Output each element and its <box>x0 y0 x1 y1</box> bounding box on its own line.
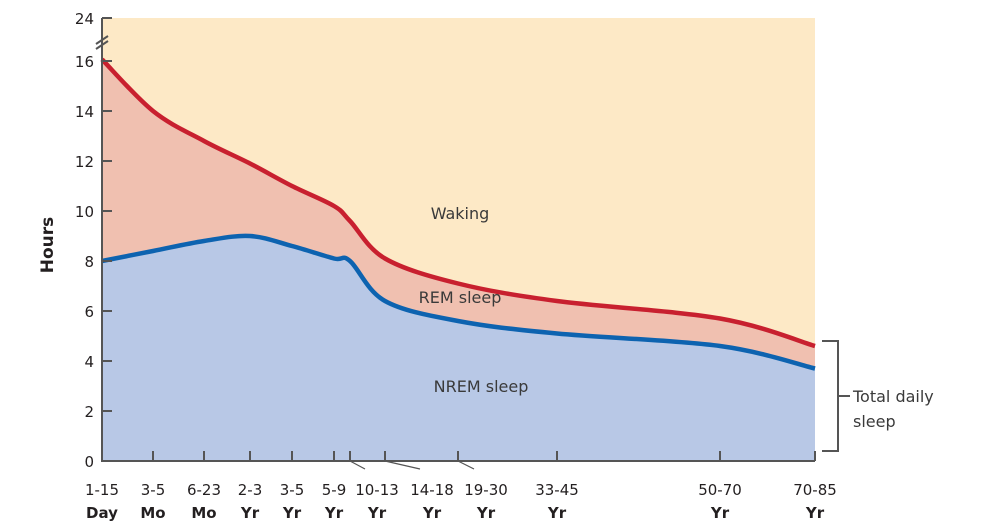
y-tick-label: 8 <box>84 253 94 271</box>
x-tick-label-top: 10-13 <box>355 481 399 499</box>
x-tick-label-top: 50-70 <box>698 481 742 499</box>
x-tick-label-top: 14-18 <box>410 481 454 499</box>
x-tick-label-bottom: Yr <box>710 504 730 522</box>
x-tick-label-bottom: Yr <box>240 504 260 522</box>
y-tick-label: 24 <box>75 10 94 28</box>
x-tick-label-top: 70-85 <box>793 481 837 499</box>
x-tick-label-top: 6-23 <box>187 481 221 499</box>
total-sleep-bracket <box>822 340 850 452</box>
x-tick-label-bottom: Yr <box>324 504 344 522</box>
nrem-label: NREM sleep <box>434 377 529 396</box>
x-tick-label-bottom: Mo <box>140 504 165 522</box>
y-tick-label: 16 <box>75 53 94 71</box>
x-tick-leader <box>457 460 475 470</box>
x-tick-label-bottom: Yr <box>547 504 567 522</box>
x-tick-leader <box>384 460 421 470</box>
x-tick-label-bottom: Yr <box>476 504 496 522</box>
x-tick-label-bottom: Yr <box>805 504 825 522</box>
y-tick-label: 4 <box>84 353 94 371</box>
y-tick-label: 12 <box>75 153 94 171</box>
nrem-area <box>102 235 815 461</box>
y-tick-label: 2 <box>84 403 94 421</box>
total-sleep-label-2: sleep <box>853 412 896 431</box>
waking-label: Waking <box>431 204 490 223</box>
x-tick-label-top: 33-45 <box>535 481 579 499</box>
axis-break-mark <box>95 35 109 50</box>
x-tick-label-top: 3-5 <box>280 481 305 499</box>
y-axis-label: Hours <box>38 217 58 274</box>
x-tick-label-top: 2-3 <box>238 481 263 499</box>
x-tick-label-bottom: Day <box>86 504 118 522</box>
x-tick-leader <box>349 460 366 470</box>
x-tick-label-bottom: Yr <box>367 504 387 522</box>
y-tick-label: 6 <box>84 303 94 321</box>
x-tick-label-top: 19-30 <box>464 481 508 499</box>
nrem-line <box>101 233 816 371</box>
x-tick-label-top: 1-15 <box>85 481 119 499</box>
total-sleep-line <box>100 57 816 349</box>
total-sleep-label-1: Total daily <box>852 387 934 406</box>
y-tick-label: 0 <box>84 453 94 471</box>
y-tick-label: 14 <box>75 103 94 121</box>
rem-label: REM sleep <box>419 288 502 307</box>
x-tick-label-bottom: Mo <box>191 504 216 522</box>
x-tick-label-bottom: Yr <box>422 504 442 522</box>
y-tick-label: 10 <box>75 203 94 221</box>
x-tick-label-top: 5-9 <box>322 481 347 499</box>
x-tick-label-top: 3-5 <box>141 481 166 499</box>
x-tick-label-bottom: Yr <box>282 504 302 522</box>
